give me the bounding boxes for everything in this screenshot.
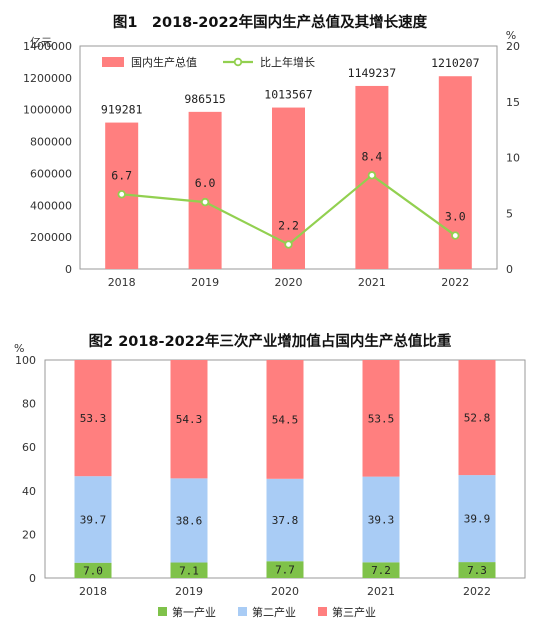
chart2-x-tick-label: 2019 bbox=[175, 585, 203, 598]
chart2-segment-2 bbox=[362, 476, 400, 563]
chart2-segment-label: 53.5 bbox=[368, 412, 395, 425]
chart1-x-tick-label: 2019 bbox=[191, 276, 219, 289]
chart2-segment-label: 39.3 bbox=[368, 513, 395, 526]
chart1-title: 图1 2018-2022年国内生产总值及其增长速度 bbox=[113, 13, 428, 31]
chart1-legend-label-gdp: 国内生产总值 bbox=[131, 55, 197, 69]
chart1-growth-point bbox=[451, 231, 460, 240]
chart2-segment-1 bbox=[170, 562, 208, 578]
chart1-legend-label-growth: 比上年增长 bbox=[260, 55, 315, 69]
chart2-segment-label: 7.3 bbox=[467, 564, 487, 577]
chart1-y-tick-label: 1000000 bbox=[23, 104, 72, 117]
chart2-segment-label: 52.8 bbox=[464, 412, 491, 425]
chart1-y-tick-label: 1400000 bbox=[23, 40, 72, 53]
chart1-growth-data-label: 6.7 bbox=[111, 168, 132, 182]
chart1-gdp-bar bbox=[188, 111, 222, 270]
chart1-y2-tick-label: 20 bbox=[506, 40, 520, 53]
chart2-legend-label-3: 第三产业 bbox=[332, 605, 376, 619]
chart2-y-tick-label: 100 bbox=[15, 354, 36, 367]
chart1-y-tick-label: 200000 bbox=[30, 231, 72, 244]
chart2-y-tick-label: 60 bbox=[22, 441, 36, 454]
chart1-y-tick-label: 800000 bbox=[30, 136, 72, 149]
chart2-segment-label: 37.8 bbox=[272, 514, 299, 527]
chart2-legend-swatch-2 bbox=[238, 607, 247, 616]
chart2-title: 图2 2018-2022年三次产业增加值占国内生产总值比重 bbox=[89, 332, 452, 350]
chart1-y-tick-label: 400000 bbox=[30, 199, 72, 212]
chart1-y-tick-label: 1200000 bbox=[23, 72, 72, 85]
chart2-x-tick-label: 2020 bbox=[271, 585, 299, 598]
chart2-segment-label: 39.9 bbox=[464, 513, 491, 526]
chart1-y2-tick-label: 0 bbox=[506, 263, 513, 276]
chart2-segment-3 bbox=[74, 360, 112, 477]
chart1-x-tick-label: 2018 bbox=[108, 276, 136, 289]
chart1-y-tick-label: 0 bbox=[65, 263, 72, 276]
chart2-y-axis-unit: % bbox=[14, 342, 24, 355]
chart2-segment-label: 39.7 bbox=[80, 513, 107, 526]
chart1-growth-data-label: 3.0 bbox=[445, 210, 466, 224]
chart1-gdp-bar bbox=[438, 76, 472, 269]
chart2-y-tick-label: 40 bbox=[22, 485, 36, 498]
chart1-legend-marker-growth bbox=[233, 57, 243, 67]
chart1-growth-point bbox=[367, 171, 377, 180]
chart2-segment-2 bbox=[170, 478, 208, 563]
chart1-gdp-data-label: 1013567 bbox=[264, 88, 313, 102]
chart2-segment-1 bbox=[74, 562, 112, 578]
chart1-growth-point bbox=[200, 197, 210, 207]
chart1-y2-tick-label: 15 bbox=[506, 96, 520, 109]
chart2-segment-label: 7.2 bbox=[371, 564, 391, 577]
chart1-growth-data-label: 6.0 bbox=[195, 176, 216, 190]
chart2-segment-label: 54.5 bbox=[272, 413, 299, 426]
chart1-x-tick-label: 2021 bbox=[358, 276, 386, 289]
chart2-segment-2 bbox=[458, 475, 496, 563]
chart1-legend-swatch-gdp bbox=[102, 57, 124, 67]
chart2-segment-3 bbox=[362, 360, 400, 477]
chart2-x-tick-label: 2018 bbox=[79, 585, 107, 598]
chart1-growth-data-label: 2.2 bbox=[278, 218, 299, 232]
chart2-segment-1 bbox=[266, 561, 304, 578]
chart2-legend-label-2: 第二产业 bbox=[252, 605, 296, 619]
chart2-plot: 0 20 40 60 80 100 7.0 39.7 53.3 2018 7.1 38.6 54.3 20… bbox=[15, 354, 526, 619]
chart1-gdp-data-label: 986515 bbox=[184, 92, 226, 106]
chart2-segment-3 bbox=[170, 360, 208, 479]
chart2-segment-label: 54.3 bbox=[176, 413, 203, 426]
chart1-y-tick-label: 600000 bbox=[30, 167, 72, 180]
chart1-right-axis-unit: % bbox=[506, 29, 516, 42]
chart2-segment-1 bbox=[458, 562, 496, 578]
chart2-segment-3 bbox=[458, 360, 496, 476]
chart1-growth-point bbox=[284, 240, 293, 249]
chart2-segment-2 bbox=[266, 478, 304, 562]
chart2-legend-swatch-1 bbox=[158, 607, 167, 616]
chart1-y2-tick-label: 5 bbox=[506, 207, 513, 220]
chart2-segment-label: 7.0 bbox=[83, 564, 103, 577]
chart1-gdp-data-label: 1210207 bbox=[431, 56, 480, 70]
chart2-y-tick-label: 20 bbox=[22, 528, 36, 541]
chart2-segment-2 bbox=[74, 476, 112, 563]
chart2-legend-label-1: 第一产业 bbox=[172, 605, 216, 619]
chart2-legend-swatch-3 bbox=[318, 607, 327, 616]
chart2-segment-label: 7.7 bbox=[275, 564, 295, 577]
chart2-segment-label: 38.6 bbox=[176, 514, 203, 527]
chart1-plot: 0 200000 400000 600000 800000 1000000 1200000 1… bbox=[23, 40, 520, 289]
chart2-y-tick-label: 80 bbox=[22, 398, 36, 411]
chart2-segment-1 bbox=[362, 562, 400, 578]
chart2-x-tick-label: 2021 bbox=[367, 585, 395, 598]
chart1-x-tick-label: 2020 bbox=[275, 276, 303, 289]
chart2-segment-label: 7.1 bbox=[179, 564, 199, 577]
chart1-gdp-data-label: 1149237 bbox=[348, 66, 397, 80]
chart1-y2-tick-label: 10 bbox=[506, 152, 520, 165]
chart2-x-tick-label: 2022 bbox=[463, 585, 491, 598]
chart2-segment-label: 53.3 bbox=[80, 412, 107, 425]
chart1-growth-data-label: 8.4 bbox=[362, 149, 383, 163]
chart1-left-axis-unit: 亿元 bbox=[30, 36, 52, 49]
chart1-growth-point bbox=[117, 190, 126, 199]
chart2-y-tick-label: 0 bbox=[29, 572, 36, 585]
chart2-segment-3 bbox=[266, 360, 304, 479]
chart1-gdp-data-label: 919281 bbox=[101, 103, 143, 117]
chart1-x-tick-label: 2022 bbox=[441, 276, 469, 289]
